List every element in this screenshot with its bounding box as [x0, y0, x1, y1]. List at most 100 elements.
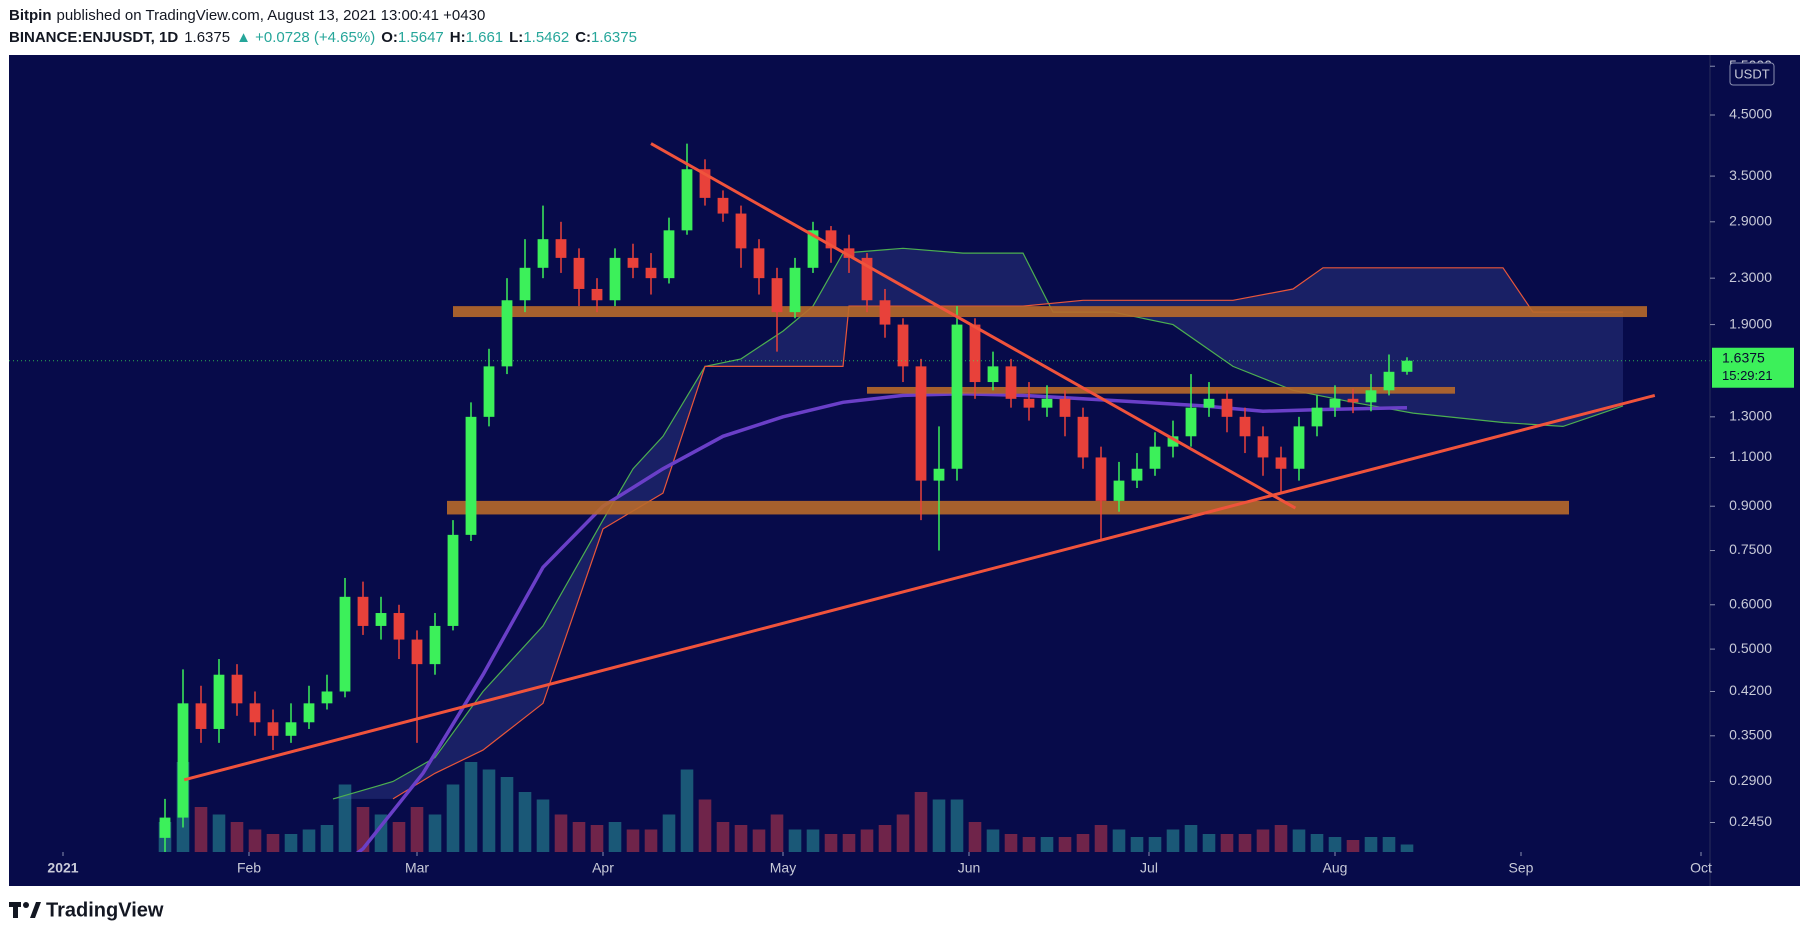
- volume-bar: [680, 769, 694, 852]
- candle-body: [1131, 468, 1143, 481]
- y-tick-label: 2.3000: [1729, 269, 1772, 285]
- price-tag: [1712, 347, 1794, 388]
- volume-bar: [284, 834, 298, 852]
- volume-bar: [1274, 825, 1288, 852]
- y-tick-label: 0.7500: [1729, 541, 1772, 557]
- volume-bar: [1364, 837, 1378, 852]
- candle-body: [843, 248, 855, 258]
- candle-body: [285, 722, 297, 736]
- brand-logo: [9, 902, 41, 918]
- countdown: 15:29:21: [1722, 368, 1773, 383]
- plot-area: [9, 142, 1710, 852]
- volume-bar: [212, 814, 226, 852]
- volume-bar: [194, 807, 208, 852]
- volume-bar: [716, 822, 730, 852]
- volume-bar: [482, 769, 496, 852]
- x-tick-label: May: [770, 860, 796, 876]
- volume-bar: [518, 792, 532, 852]
- volume-bar: [1058, 837, 1072, 852]
- volume-bar: [338, 784, 352, 852]
- currency-box: [1729, 62, 1775, 86]
- chart-background: [9, 55, 1800, 886]
- volume-bar: [1328, 837, 1342, 852]
- candle-body: [825, 230, 837, 249]
- candle-body: [591, 288, 603, 301]
- candle-body: [1347, 398, 1359, 403]
- candle-body: [231, 674, 243, 704]
- volume-bar: [320, 825, 334, 852]
- candle-body: [555, 239, 567, 258]
- y-tick-label: 0.2450: [1729, 813, 1772, 829]
- candle-body: [1239, 416, 1251, 437]
- y-tick-label: 0.4200: [1729, 682, 1772, 698]
- candle-body: [501, 300, 513, 367]
- candle-body: [1203, 398, 1215, 408]
- volume-bar: [1004, 834, 1018, 852]
- candle-body: [1077, 416, 1089, 458]
- x-tick-label: Oct: [1690, 860, 1712, 876]
- trend-line: [183, 393, 1656, 782]
- candle-body: [969, 324, 981, 383]
- volume-bar: [302, 829, 316, 852]
- volume-bar: [644, 829, 658, 852]
- candle-body: [1059, 398, 1071, 417]
- symbol: BINANCE:ENJUSDT, 1D: [9, 29, 178, 46]
- candle-body: [177, 703, 189, 818]
- volume-bar: [1346, 840, 1360, 852]
- candle-body: [771, 278, 783, 313]
- volume-bar: [1166, 829, 1180, 852]
- candle-body: [699, 169, 711, 198]
- x-tick-label: 2021: [47, 860, 78, 876]
- high-label: H:: [450, 29, 466, 46]
- candle-body: [447, 534, 459, 626]
- volume-bar: [410, 807, 424, 852]
- x-tick-label: Apr: [592, 860, 614, 876]
- candle-body: [627, 257, 639, 268]
- candle-body: [357, 596, 369, 626]
- volume-bar: [662, 814, 676, 852]
- volume-bar: [590, 825, 604, 852]
- candle-body: [735, 213, 747, 249]
- candle-body: [1113, 480, 1125, 501]
- candle-body: [429, 625, 441, 665]
- volume-bar: [554, 814, 568, 852]
- y-tick-label: 1.3000: [1729, 408, 1772, 424]
- volume-bar: [878, 825, 892, 852]
- open-label: O:: [381, 29, 398, 46]
- close-label: C:: [575, 29, 591, 46]
- candle-body: [1383, 371, 1395, 391]
- candle-body: [1095, 457, 1107, 501]
- volume-bar: [1400, 844, 1414, 852]
- volume-bar: [842, 834, 856, 852]
- zone: [453, 306, 1647, 318]
- candle-body: [267, 722, 279, 736]
- candle-body: [951, 324, 963, 469]
- volume-bar: [608, 822, 622, 852]
- candle-body: [465, 416, 477, 535]
- candle-body: [915, 366, 927, 481]
- volume-bar: [1220, 834, 1234, 852]
- y-tick-label: 1.1000: [1729, 448, 1772, 464]
- volume-bar: [446, 784, 460, 852]
- candle-body: [1293, 426, 1305, 469]
- volume-bar: [1238, 834, 1252, 852]
- y-tick-label: 0.5000: [1729, 640, 1772, 656]
- cloud-fill: [333, 248, 1623, 799]
- candle-body: [1275, 457, 1287, 469]
- volume-bar: [1094, 825, 1108, 852]
- volume-bar: [1148, 837, 1162, 852]
- y-tick-label: 0.6000: [1729, 595, 1772, 611]
- candle-body: [159, 817, 171, 838]
- x-tick-label: Mar: [405, 860, 429, 876]
- volume-bar: [356, 807, 370, 852]
- candle-body: [195, 703, 207, 729]
- volume-bar: [1022, 837, 1036, 852]
- candle-body: [213, 674, 225, 729]
- y-tick-label: 3.5000: [1729, 167, 1772, 183]
- low-label: L:: [509, 29, 523, 46]
- y-tick-label: 1.9000: [1729, 315, 1772, 331]
- candle-body: [861, 257, 873, 301]
- candle-body: [339, 596, 351, 692]
- volume-bar: [626, 829, 640, 852]
